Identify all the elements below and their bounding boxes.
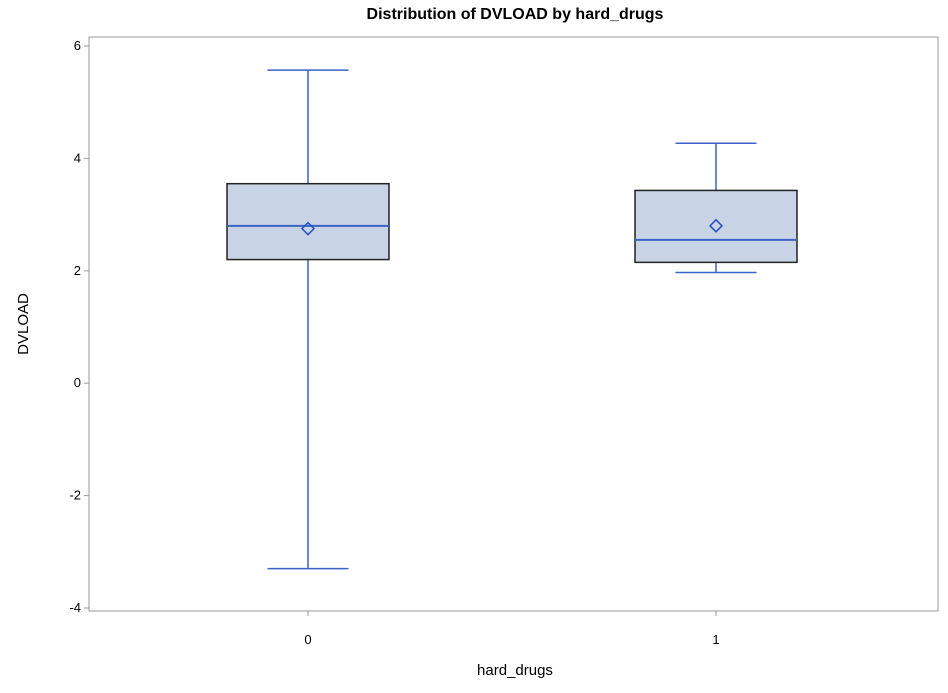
box-group-1	[634, 142, 798, 274]
chart-title: Distribution of DVLOAD by hard_drugs	[367, 6, 664, 23]
y-tick-label: 0	[74, 375, 81, 390]
box-group-0	[226, 69, 390, 570]
y-tick-label: 6	[74, 38, 81, 53]
y-tick-label: 2	[74, 263, 81, 278]
y-tick-label: -4	[69, 600, 81, 615]
plot-frame	[88, 36, 939, 612]
iqr-box	[634, 189, 798, 264]
x-tick-label: 0	[304, 632, 311, 647]
y-tick-label: 4	[74, 150, 81, 165]
x-axis-label: hard_drugs	[477, 662, 553, 679]
x-tick-label: 1	[712, 632, 719, 647]
mean-marker	[300, 221, 316, 236]
y-axis-label: DVLOAD	[15, 293, 32, 355]
box-series	[226, 69, 798, 570]
y-axis: -4 -2 0 2 4 6	[69, 38, 89, 615]
y-tick-label: -2	[69, 488, 81, 503]
mean-marker	[708, 218, 724, 233]
